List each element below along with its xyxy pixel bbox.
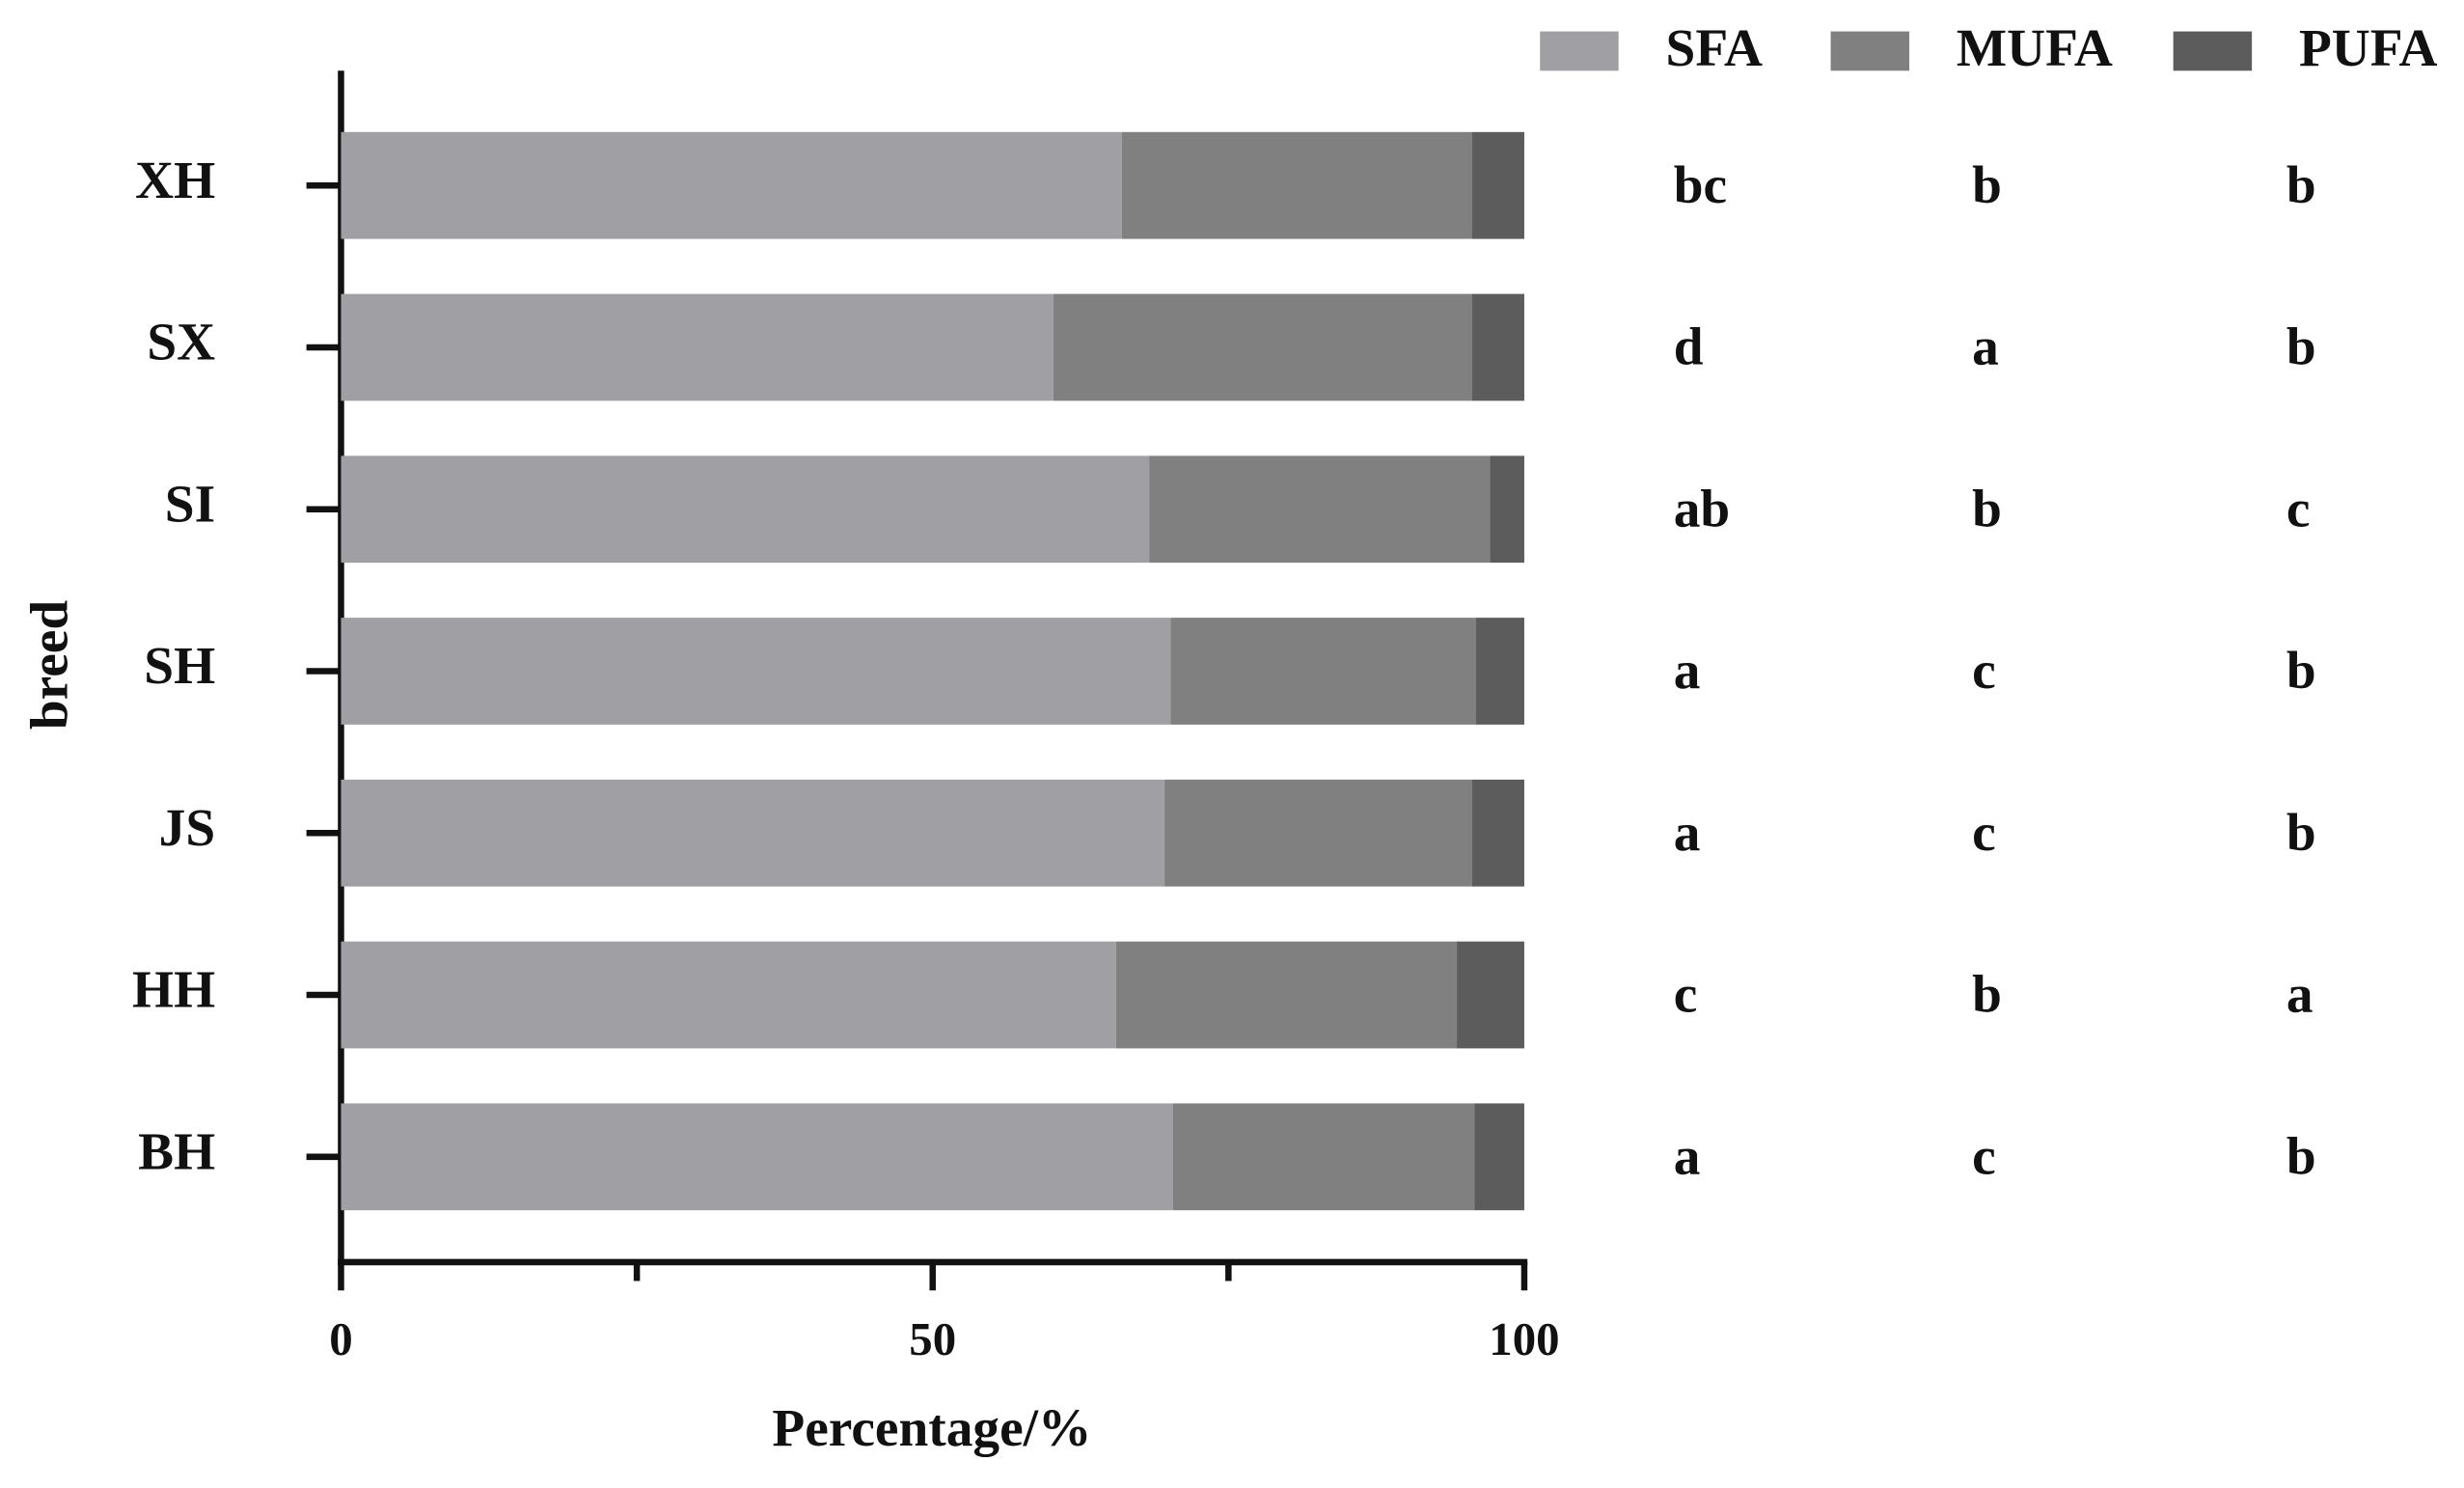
significance-label: b (1972, 965, 2002, 1024)
bar-segment (1471, 779, 1524, 887)
significance-label: a (1674, 641, 1701, 700)
y-tick-label: HH (132, 960, 215, 1019)
significance-label: b (2286, 641, 2316, 700)
bar-segment (341, 131, 1122, 239)
x-tick-label: 100 (1489, 1312, 1559, 1365)
legend-label: MUFA (1957, 18, 2113, 77)
y-tick-label: SH (144, 636, 215, 695)
significance-label: b (2286, 1126, 2316, 1185)
bar-segment (341, 293, 1054, 401)
bar-segment (1149, 455, 1491, 564)
legend-swatch (1830, 31, 1910, 71)
bar-segment (1164, 779, 1472, 887)
bar-segment (1170, 618, 1476, 725)
significance-label: c (1972, 803, 1996, 862)
significance-label: c (1972, 1126, 1996, 1185)
bar-segment (341, 455, 1150, 564)
significance-label: a (1674, 803, 1701, 862)
x-tick-label: 0 (329, 1312, 352, 1365)
significance-label: b (2286, 155, 2316, 214)
significance-label: a (1972, 317, 1999, 376)
significance-label: d (1674, 317, 1704, 376)
bar-segment (1172, 1103, 1475, 1211)
significance-label: a (2286, 965, 2313, 1024)
x-tick-label: 50 (909, 1312, 956, 1365)
significance-label: a (1674, 1126, 1701, 1185)
bar-segment (1471, 293, 1524, 401)
legend-label: SFA (1666, 18, 1763, 77)
legend-label: PUFA (2299, 18, 2438, 77)
significance-label: c (1972, 641, 1996, 700)
bar-segment (1471, 131, 1524, 239)
y-tick-label: BH (138, 1122, 215, 1181)
bar-segment (1490, 455, 1524, 564)
bar-segment (1475, 618, 1524, 725)
y-tick-label: JS (159, 798, 215, 857)
bar-segment (341, 618, 1171, 725)
bar-segment (341, 779, 1165, 887)
y-tick-label: SX (147, 313, 215, 372)
x-axis-label: Percentage/% (772, 1398, 1091, 1457)
bar-segment (1115, 941, 1458, 1049)
y-tick-label: SI (165, 474, 215, 533)
bar-segment (1457, 941, 1524, 1049)
legend-swatch (1540, 31, 1619, 71)
bar-segment (341, 1103, 1173, 1211)
bar-segment (1474, 1103, 1524, 1211)
significance-label: b (2286, 803, 2316, 862)
significance-label: b (1972, 155, 2002, 214)
bar-segment (341, 941, 1116, 1049)
y-tick-label: XH (135, 151, 215, 209)
significance-label: bc (1674, 155, 1727, 214)
significance-label: b (1972, 479, 2002, 537)
significance-label: ab (1674, 479, 1730, 537)
significance-label: b (2286, 317, 2316, 376)
significance-label: c (2286, 479, 2311, 537)
bar-segment (1121, 131, 1472, 239)
legend-swatch (2173, 31, 2253, 71)
significance-label: c (1674, 965, 1698, 1024)
y-axis-label: breed (20, 600, 79, 730)
bar-segment (1053, 293, 1472, 401)
